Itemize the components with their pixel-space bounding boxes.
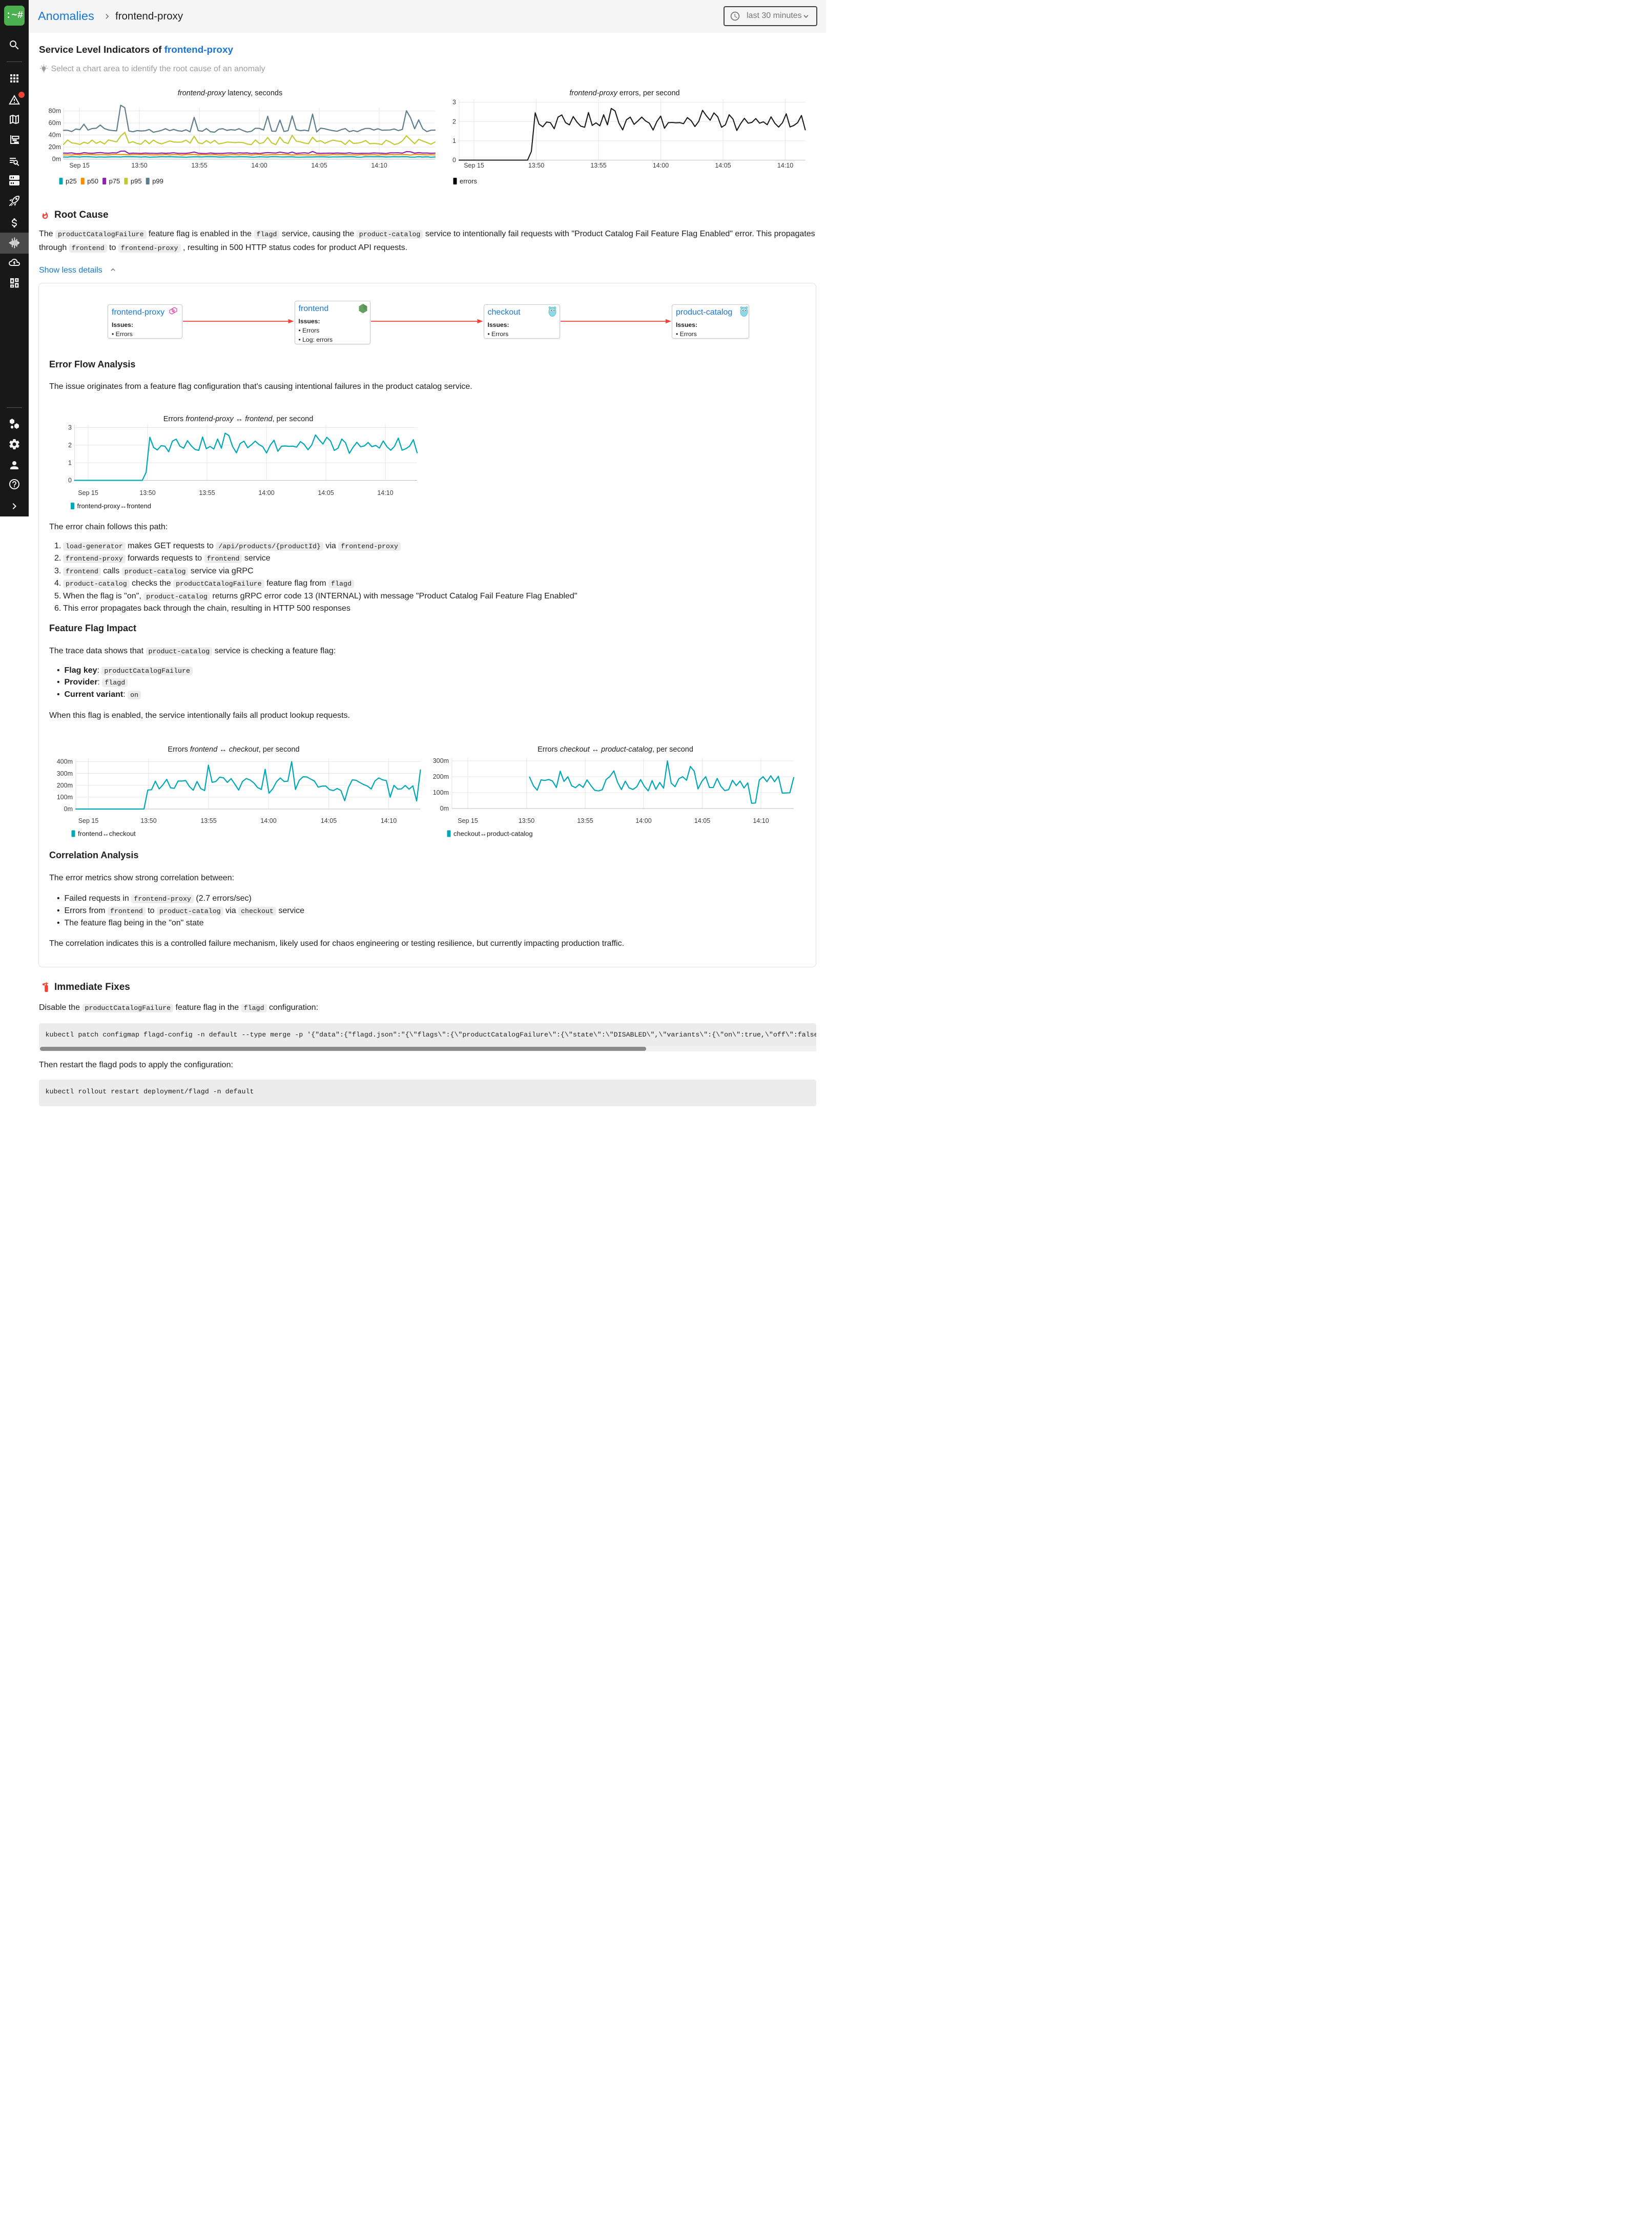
svg-text:frontend-proxy latency, second: frontend-proxy latency, seconds (178, 89, 282, 97)
svg-text:14:05: 14:05 (311, 162, 327, 169)
svg-text:14:00: 14:00 (251, 162, 267, 169)
svg-text:14:05: 14:05 (715, 162, 731, 169)
svg-text:14:10: 14:10 (377, 489, 393, 496)
svg-text:200m: 200m (433, 773, 449, 780)
svg-text:300m: 300m (433, 757, 449, 764)
svg-text:13:50: 13:50 (519, 817, 534, 824)
svg-text:60m: 60m (49, 119, 61, 127)
svg-text:14:10: 14:10 (381, 817, 397, 824)
svg-text:frontend↔checkout: frontend↔checkout (78, 830, 136, 838)
svg-text:3: 3 (68, 424, 72, 431)
svg-text:0: 0 (68, 477, 72, 484)
svg-text:1: 1 (452, 137, 456, 144)
svg-text:2: 2 (68, 442, 72, 449)
svg-text:0m: 0m (440, 805, 449, 812)
svg-text:Sep 15: Sep 15 (464, 162, 484, 169)
svg-text:0m: 0m (64, 805, 73, 813)
svg-text:checkout↔product-catalog: checkout↔product-catalog (453, 830, 533, 838)
svg-text:100m: 100m (433, 789, 449, 796)
svg-text:13:50: 13:50 (140, 817, 156, 824)
svg-text:frontend-proxy↔frontend: frontend-proxy↔frontend (77, 502, 152, 510)
svg-text:0m: 0m (52, 156, 61, 163)
svg-text:14:10: 14:10 (777, 162, 793, 169)
svg-text:300m: 300m (57, 770, 73, 777)
svg-text:13:55: 13:55 (191, 162, 207, 169)
svg-text:40m: 40m (49, 132, 61, 139)
svg-text:frontend-proxy errors, per sec: frontend-proxy errors, per second (569, 89, 679, 97)
svg-text:0: 0 (452, 157, 456, 164)
svg-text:14:05: 14:05 (321, 817, 337, 824)
svg-text:p95: p95 (131, 177, 142, 185)
svg-text:14:05: 14:05 (694, 817, 710, 824)
svg-text:p25: p25 (66, 177, 77, 185)
svg-text:1: 1 (68, 459, 72, 466)
svg-text:Errors checkout ↔ product-cata: Errors checkout ↔ product-catalog, per s… (538, 745, 693, 754)
svg-text:errors: errors (460, 177, 477, 185)
svg-text:14:05: 14:05 (318, 489, 334, 496)
svg-text:p75: p75 (109, 177, 120, 185)
svg-text:80m: 80m (49, 108, 61, 115)
svg-text:Errors frontend ↔ checkout, pe: Errors frontend ↔ checkout, per second (168, 745, 299, 754)
svg-text:Errors frontend-proxy ↔ fronte: Errors frontend-proxy ↔ frontend, per se… (163, 415, 314, 423)
svg-text:13:50: 13:50 (528, 162, 544, 169)
svg-text:14:00: 14:00 (260, 817, 276, 824)
svg-text:14:00: 14:00 (258, 489, 274, 496)
svg-text:13:50: 13:50 (131, 162, 147, 169)
svg-text:13:55: 13:55 (200, 817, 216, 824)
svg-text:100m: 100m (57, 794, 73, 801)
svg-text:14:10: 14:10 (371, 162, 387, 169)
svg-text:p50: p50 (87, 177, 98, 185)
svg-text:20m: 20m (49, 143, 61, 151)
svg-text:14:00: 14:00 (653, 162, 669, 169)
svg-text:13:55: 13:55 (199, 489, 215, 496)
svg-text:Sep 15: Sep 15 (69, 162, 90, 169)
svg-text:Sep 15: Sep 15 (78, 489, 98, 496)
svg-text:13:55: 13:55 (577, 817, 593, 824)
svg-text:13:55: 13:55 (590, 162, 606, 169)
svg-text:Sep 15: Sep 15 (78, 817, 99, 824)
svg-text:13:50: 13:50 (139, 489, 155, 496)
svg-text:3: 3 (452, 99, 456, 106)
svg-text:2: 2 (452, 118, 456, 125)
svg-text:p99: p99 (152, 177, 163, 185)
svg-text:200m: 200m (57, 782, 73, 789)
svg-text:14:00: 14:00 (635, 817, 651, 824)
svg-text:14:10: 14:10 (753, 817, 769, 824)
svg-text:400m: 400m (57, 758, 73, 765)
svg-text:Sep 15: Sep 15 (458, 817, 478, 824)
